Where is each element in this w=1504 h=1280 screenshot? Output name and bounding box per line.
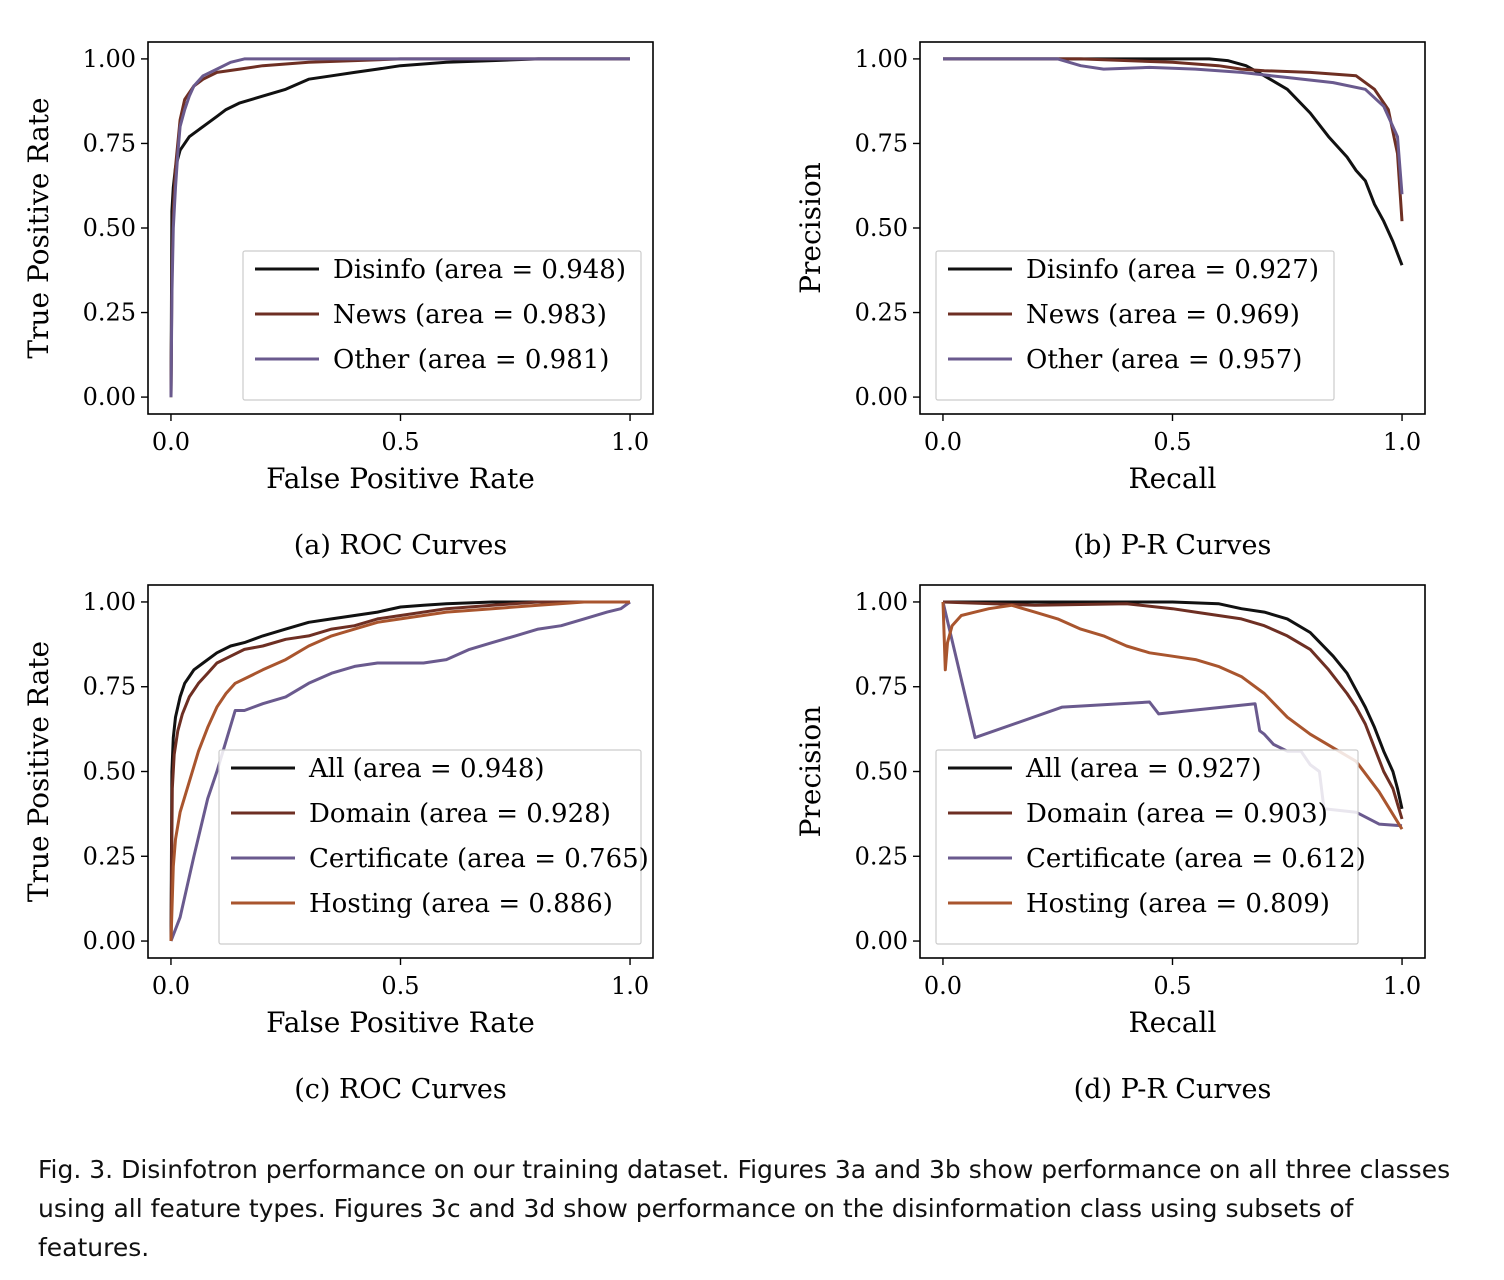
x-tick-label: 0.5 [381,972,419,1000]
legend-entry: News (area = 0.969) [1026,300,1300,330]
x-tick-label: 1.0 [1383,972,1421,1000]
y-tick-label: 0.25 [855,842,908,870]
series-line [943,57,1404,195]
figure-caption: Fig. 3. Disinfotron performance on our t… [38,1155,1451,1262]
legend-entry: All (area = 0.948) [308,754,545,784]
series-line [943,600,1404,810]
x-tick-label: 1.0 [1383,428,1421,456]
y-tick-label: 0.00 [83,383,136,411]
x-tick-label: 0.0 [924,972,962,1000]
legend-entry: Other (area = 0.957) [1026,345,1302,375]
y-tick-label: 0.75 [83,673,136,701]
y-axis-label: True Positive Rate [22,97,55,358]
chart-d: 0.0 0.5 1.0 0.00 0.25 0.50 0.75 1.00 Recall Preci… [794,584,1426,1105]
legend-entry: Certificate (area = 0.612) [1026,844,1366,874]
x-tick-label: 0.5 [1153,428,1191,456]
chart-a: 0.0 0.5 1.0 0.00 0.25 0.50 0.75 1.00 False Posit… [22,41,654,561]
x-tick-label: 0.5 [381,428,419,456]
x-tick-label: 0.0 [924,428,962,456]
x-tick-label: 1.0 [611,428,649,456]
series-line [942,600,1404,820]
series-line [941,601,1404,830]
legend-entry: Disinfo (area = 0.927) [1026,255,1319,285]
y-tick-label: 1.00 [855,45,908,73]
subfigure-caption: (b) P-R Curves [1074,530,1272,561]
y-tick-label: 0.50 [855,758,908,786]
series-line [943,57,1404,266]
y-axis-label: True Positive Rate [22,641,55,902]
x-axis-label: Recall [1129,1006,1217,1039]
x-tick-label: 0.0 [152,972,190,1000]
legend-box [935,749,1359,945]
y-tick-label: 0.50 [855,214,908,242]
legend-box [242,250,642,401]
x-tick-label: 0.0 [152,428,190,456]
subfigure-caption: (c) ROC Curves [294,1074,507,1105]
legend-entry: Domain (area = 0.928) [309,799,611,829]
x-axis-label: False Positive Rate [266,1006,535,1039]
series-line [169,600,630,942]
y-tick-label: 0.75 [855,129,908,157]
legend-entry: Certificate (area = 0.765) [309,844,649,874]
y-axis-label: Precision [794,162,827,294]
series-line [169,600,631,942]
legend-box [935,250,1335,401]
x-tick-label: 0.5 [1153,972,1191,1000]
y-tick-label: 0.00 [855,927,908,955]
series-line [169,57,630,398]
y-tick-label: 1.00 [855,588,908,616]
y-tick-label: 0.00 [83,927,136,955]
series-line [169,600,630,942]
legend-entry: Hosting (area = 0.886) [309,889,613,919]
legend-entry: Domain (area = 0.903) [1026,799,1328,829]
y-axis-label: Precision [794,706,827,838]
subfigure-caption: (a) ROC Curves [294,530,508,561]
legend-entry: All (area = 0.927) [1025,754,1262,784]
y-tick-label: 0.75 [83,129,136,157]
y-tick-label: 1.00 [83,45,136,73]
chart-c: 0.0 0.5 1.0 0.00 0.25 0.50 0.75 1.00 False Posit… [22,584,654,1105]
y-tick-label: 0.25 [83,842,136,870]
y-tick-label: 0.50 [83,214,136,242]
series-line [169,600,630,942]
legend-entry: News (area = 0.983) [333,300,607,330]
y-tick-label: 0.25 [83,299,136,327]
chart-b: 0.0 0.5 1.0 0.00 0.25 0.50 0.75 1.00 Recall Preci… [794,41,1426,561]
x-tick-label: 1.0 [611,972,649,1000]
legend-box [218,749,642,945]
legend-entry: Disinfo (area = 0.948) [333,255,626,285]
legend-entry: Other (area = 0.981) [333,345,609,375]
subfigure-caption: (d) P-R Curves [1074,1074,1272,1105]
legend-entry: Hosting (area = 0.809) [1026,889,1330,919]
x-axis-label: False Positive Rate [266,462,535,495]
y-tick-label: 1.00 [83,588,136,616]
x-axis-label: Recall [1129,462,1217,495]
y-tick-label: 0.50 [83,758,136,786]
y-tick-label: 0.00 [855,383,908,411]
y-tick-label: 0.75 [855,673,908,701]
y-tick-label: 0.25 [855,299,908,327]
